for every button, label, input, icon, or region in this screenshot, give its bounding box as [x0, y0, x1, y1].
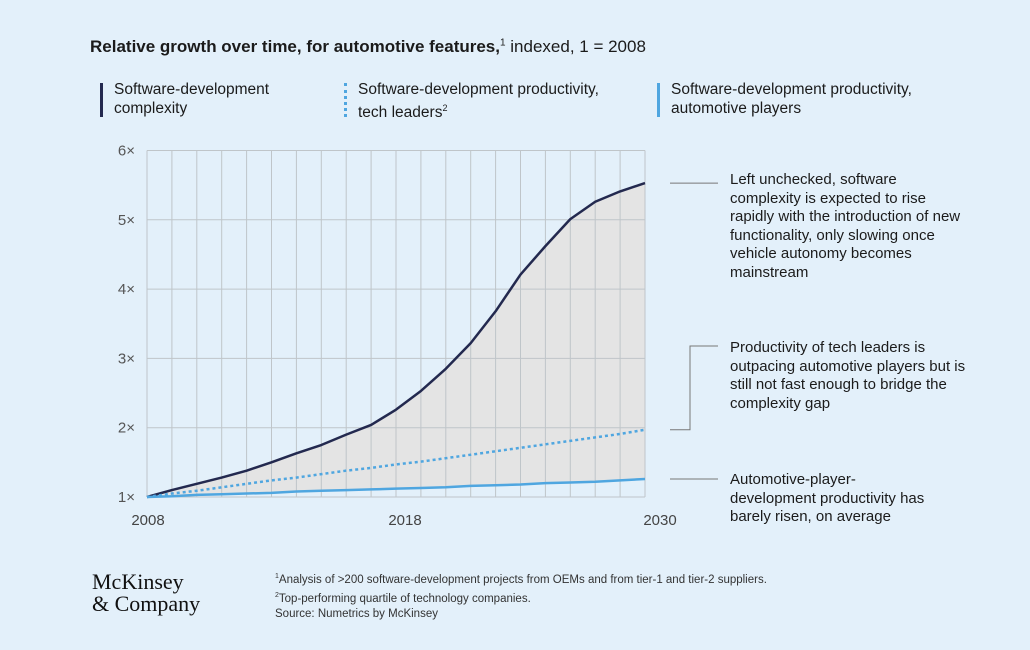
- legend-automotive: Software-development productivity, autom…: [657, 80, 912, 118]
- annotation-complexity: Left unchecked, software complexity is e…: [730, 171, 961, 281]
- footnote-marker: 1: [275, 573, 279, 580]
- footnotes: 1Analysis of >200 software-development p…: [275, 569, 767, 622]
- annotation-automotive: Automotive-player-development productivi…: [730, 471, 925, 525]
- legend-label: automotive players: [671, 100, 802, 117]
- logo-line: & Company: [92, 591, 201, 616]
- x-tick-label: 2008: [131, 512, 164, 529]
- title-bold: Relative growth over time, for automotiv…: [90, 37, 500, 56]
- footnote-marker: 2: [275, 591, 279, 599]
- y-tick-label: 4×: [118, 281, 135, 298]
- legend-footnote-ref: 2: [442, 103, 448, 113]
- legend-dotted-mark: [344, 83, 347, 117]
- y-tick-label: 5×: [118, 212, 135, 229]
- title-footnote-ref: 1: [499, 37, 506, 49]
- legend-label: Software-development: [114, 81, 270, 98]
- legend-label: complexity: [114, 100, 188, 117]
- legend-solid-light-mark: [657, 83, 660, 117]
- legend-solid-dark-mark: [100, 83, 103, 117]
- x-tick-label: 2030: [643, 512, 676, 529]
- annotation-leader: [670, 345, 718, 431]
- source-note: Source: Numetrics by McKinsey: [275, 607, 438, 620]
- y-tick-label: 2×: [118, 420, 135, 437]
- logo-line: McKinsey: [92, 569, 184, 594]
- annotation-tech-leaders: Productivity of tech leaders is outpacin…: [730, 339, 966, 412]
- x-tick-label: 2018: [388, 512, 421, 529]
- chart-title: Relative growth over time, for automotiv…: [90, 37, 646, 57]
- legend-label: Software-development productivity,: [671, 81, 912, 98]
- title-rest: indexed, 1 = 2008: [505, 37, 646, 56]
- y-tick-label: 3×: [118, 350, 135, 367]
- y-tick-label: 1×: [118, 489, 135, 506]
- mckinsey-logo: McKinsey & Company: [92, 571, 200, 615]
- footnote-2: Top-performing quartile of technology co…: [278, 592, 531, 605]
- legend-complexity: Software-development complexity: [100, 80, 269, 118]
- legend-label: Software-development productivity,: [358, 81, 599, 98]
- legend-label: tech leaders: [358, 104, 443, 122]
- footnote-1: Analysis of >200 software-development pr…: [278, 573, 767, 586]
- y-tick-label: 6×: [118, 143, 135, 160]
- legend-tech-leaders: Software-development productivity, tech …: [344, 80, 599, 122]
